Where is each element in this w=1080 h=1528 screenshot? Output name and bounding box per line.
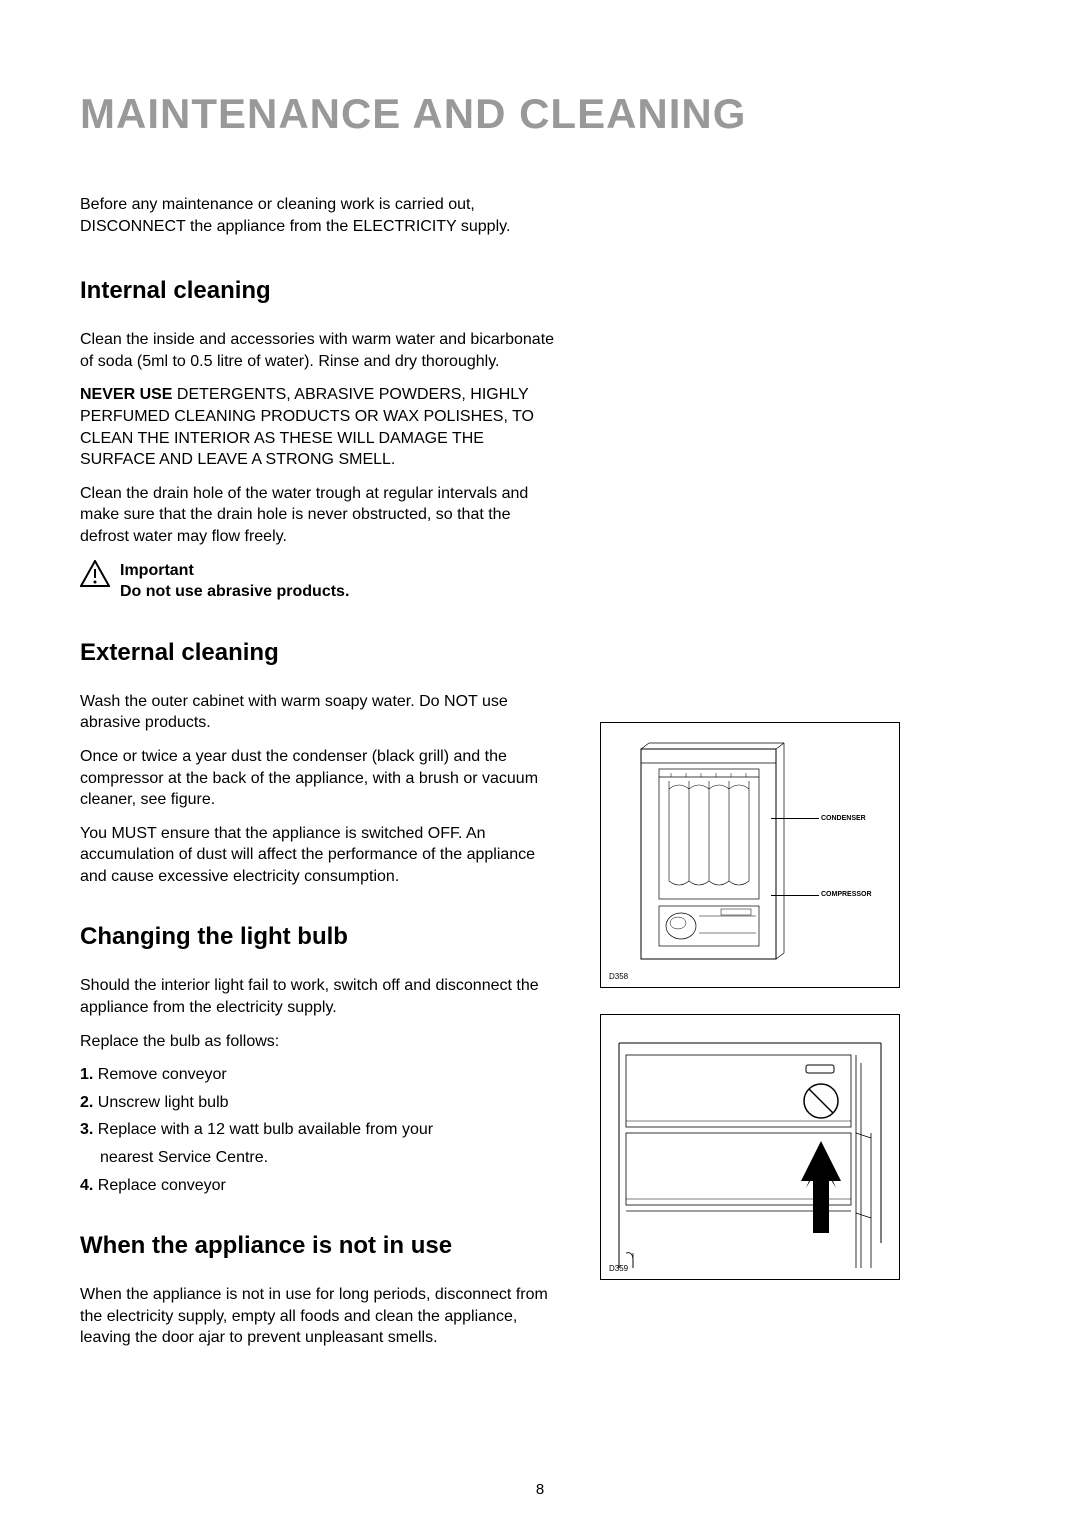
external-p3: You MUST ensure that the appliance is sw… bbox=[80, 823, 560, 888]
intro-paragraph: Before any maintenance or cleaning work … bbox=[80, 194, 560, 237]
important-text-block: Important Do not use abrasive products. bbox=[120, 560, 349, 603]
notinuse-p1: When the appliance is not in use for lon… bbox=[80, 1284, 560, 1349]
diagram-condenser: CONDENSER COMPRESSOR D358 bbox=[600, 722, 900, 988]
list-text: Unscrew light bulb bbox=[93, 1094, 228, 1111]
important-body: Do not use abrasive products. bbox=[120, 581, 349, 603]
bulb-svg bbox=[611, 1033, 889, 1273]
diagram-code: D359 bbox=[609, 1264, 628, 1273]
section-internal-cleaning: Internal cleaning Clean the inside and a… bbox=[80, 277, 560, 603]
important-label: Important bbox=[120, 560, 349, 582]
list-item: 4. Replace conveyor bbox=[80, 1175, 560, 1197]
list-num: 2. bbox=[80, 1094, 93, 1111]
heading-external-cleaning: External cleaning bbox=[80, 639, 560, 667]
left-column: Before any maintenance or cleaning work … bbox=[80, 194, 560, 1385]
heading-internal-cleaning: Internal cleaning bbox=[80, 277, 560, 305]
warning-icon bbox=[80, 560, 110, 593]
label-line bbox=[771, 818, 819, 819]
list-num: 3. bbox=[80, 1121, 93, 1138]
page-number: 8 bbox=[536, 1481, 544, 1498]
heading-light-bulb: Changing the light bulb bbox=[80, 923, 560, 951]
condenser-svg bbox=[611, 741, 811, 971]
never-use-label: NEVER USE bbox=[80, 386, 172, 403]
external-p2: Once or twice a year dust the condenser … bbox=[80, 746, 560, 811]
list-num: 1. bbox=[80, 1066, 93, 1083]
diagram-bulb: D359 bbox=[600, 1014, 900, 1280]
internal-never-use: NEVER USE DETERGENTS, ABRASIVE POWDERS, … bbox=[80, 384, 560, 470]
list-item-cont: nearest Service Centre. bbox=[80, 1147, 560, 1169]
section-light-bulb: Changing the light bulb Should the inter… bbox=[80, 923, 560, 1196]
section-not-in-use: When the appliance is not in use When th… bbox=[80, 1232, 560, 1349]
list-text: Replace with a 12 watt bulb available fr… bbox=[93, 1121, 433, 1138]
bulb-p1: Should the interior light fail to work, … bbox=[80, 975, 560, 1018]
diagram-code: D358 bbox=[609, 972, 628, 981]
list-text: Remove conveyor bbox=[93, 1066, 226, 1083]
list-num: 4. bbox=[80, 1177, 93, 1194]
internal-p2: Clean the drain hole of the water trough… bbox=[80, 483, 560, 548]
list-item: 2. Unscrew light bulb bbox=[80, 1092, 560, 1114]
section-external-cleaning: External cleaning Wash the outer cabinet… bbox=[80, 639, 560, 888]
page-title: MAINTENANCE AND CLEANING bbox=[80, 90, 1000, 138]
list-item: 1. Remove conveyor bbox=[80, 1064, 560, 1086]
label-line bbox=[771, 895, 819, 896]
content-wrapper: Before any maintenance or cleaning work … bbox=[80, 194, 1000, 1385]
important-box: Important Do not use abrasive products. bbox=[80, 560, 560, 603]
list-text: Replace conveyor bbox=[93, 1177, 226, 1194]
label-condenser: CONDENSER bbox=[821, 815, 866, 822]
heading-not-in-use: When the appliance is not in use bbox=[80, 1232, 560, 1260]
label-compressor: COMPRESSOR bbox=[821, 891, 872, 898]
list-item: 3. Replace with a 12 watt bulb available… bbox=[80, 1119, 560, 1141]
internal-p1: Clean the inside and accessories with wa… bbox=[80, 329, 560, 372]
bulb-p2: Replace the bulb as follows: bbox=[80, 1031, 560, 1053]
external-p1: Wash the outer cabinet with warm soapy w… bbox=[80, 691, 560, 734]
right-column: CONDENSER COMPRESSOR D358 bbox=[600, 194, 900, 1385]
